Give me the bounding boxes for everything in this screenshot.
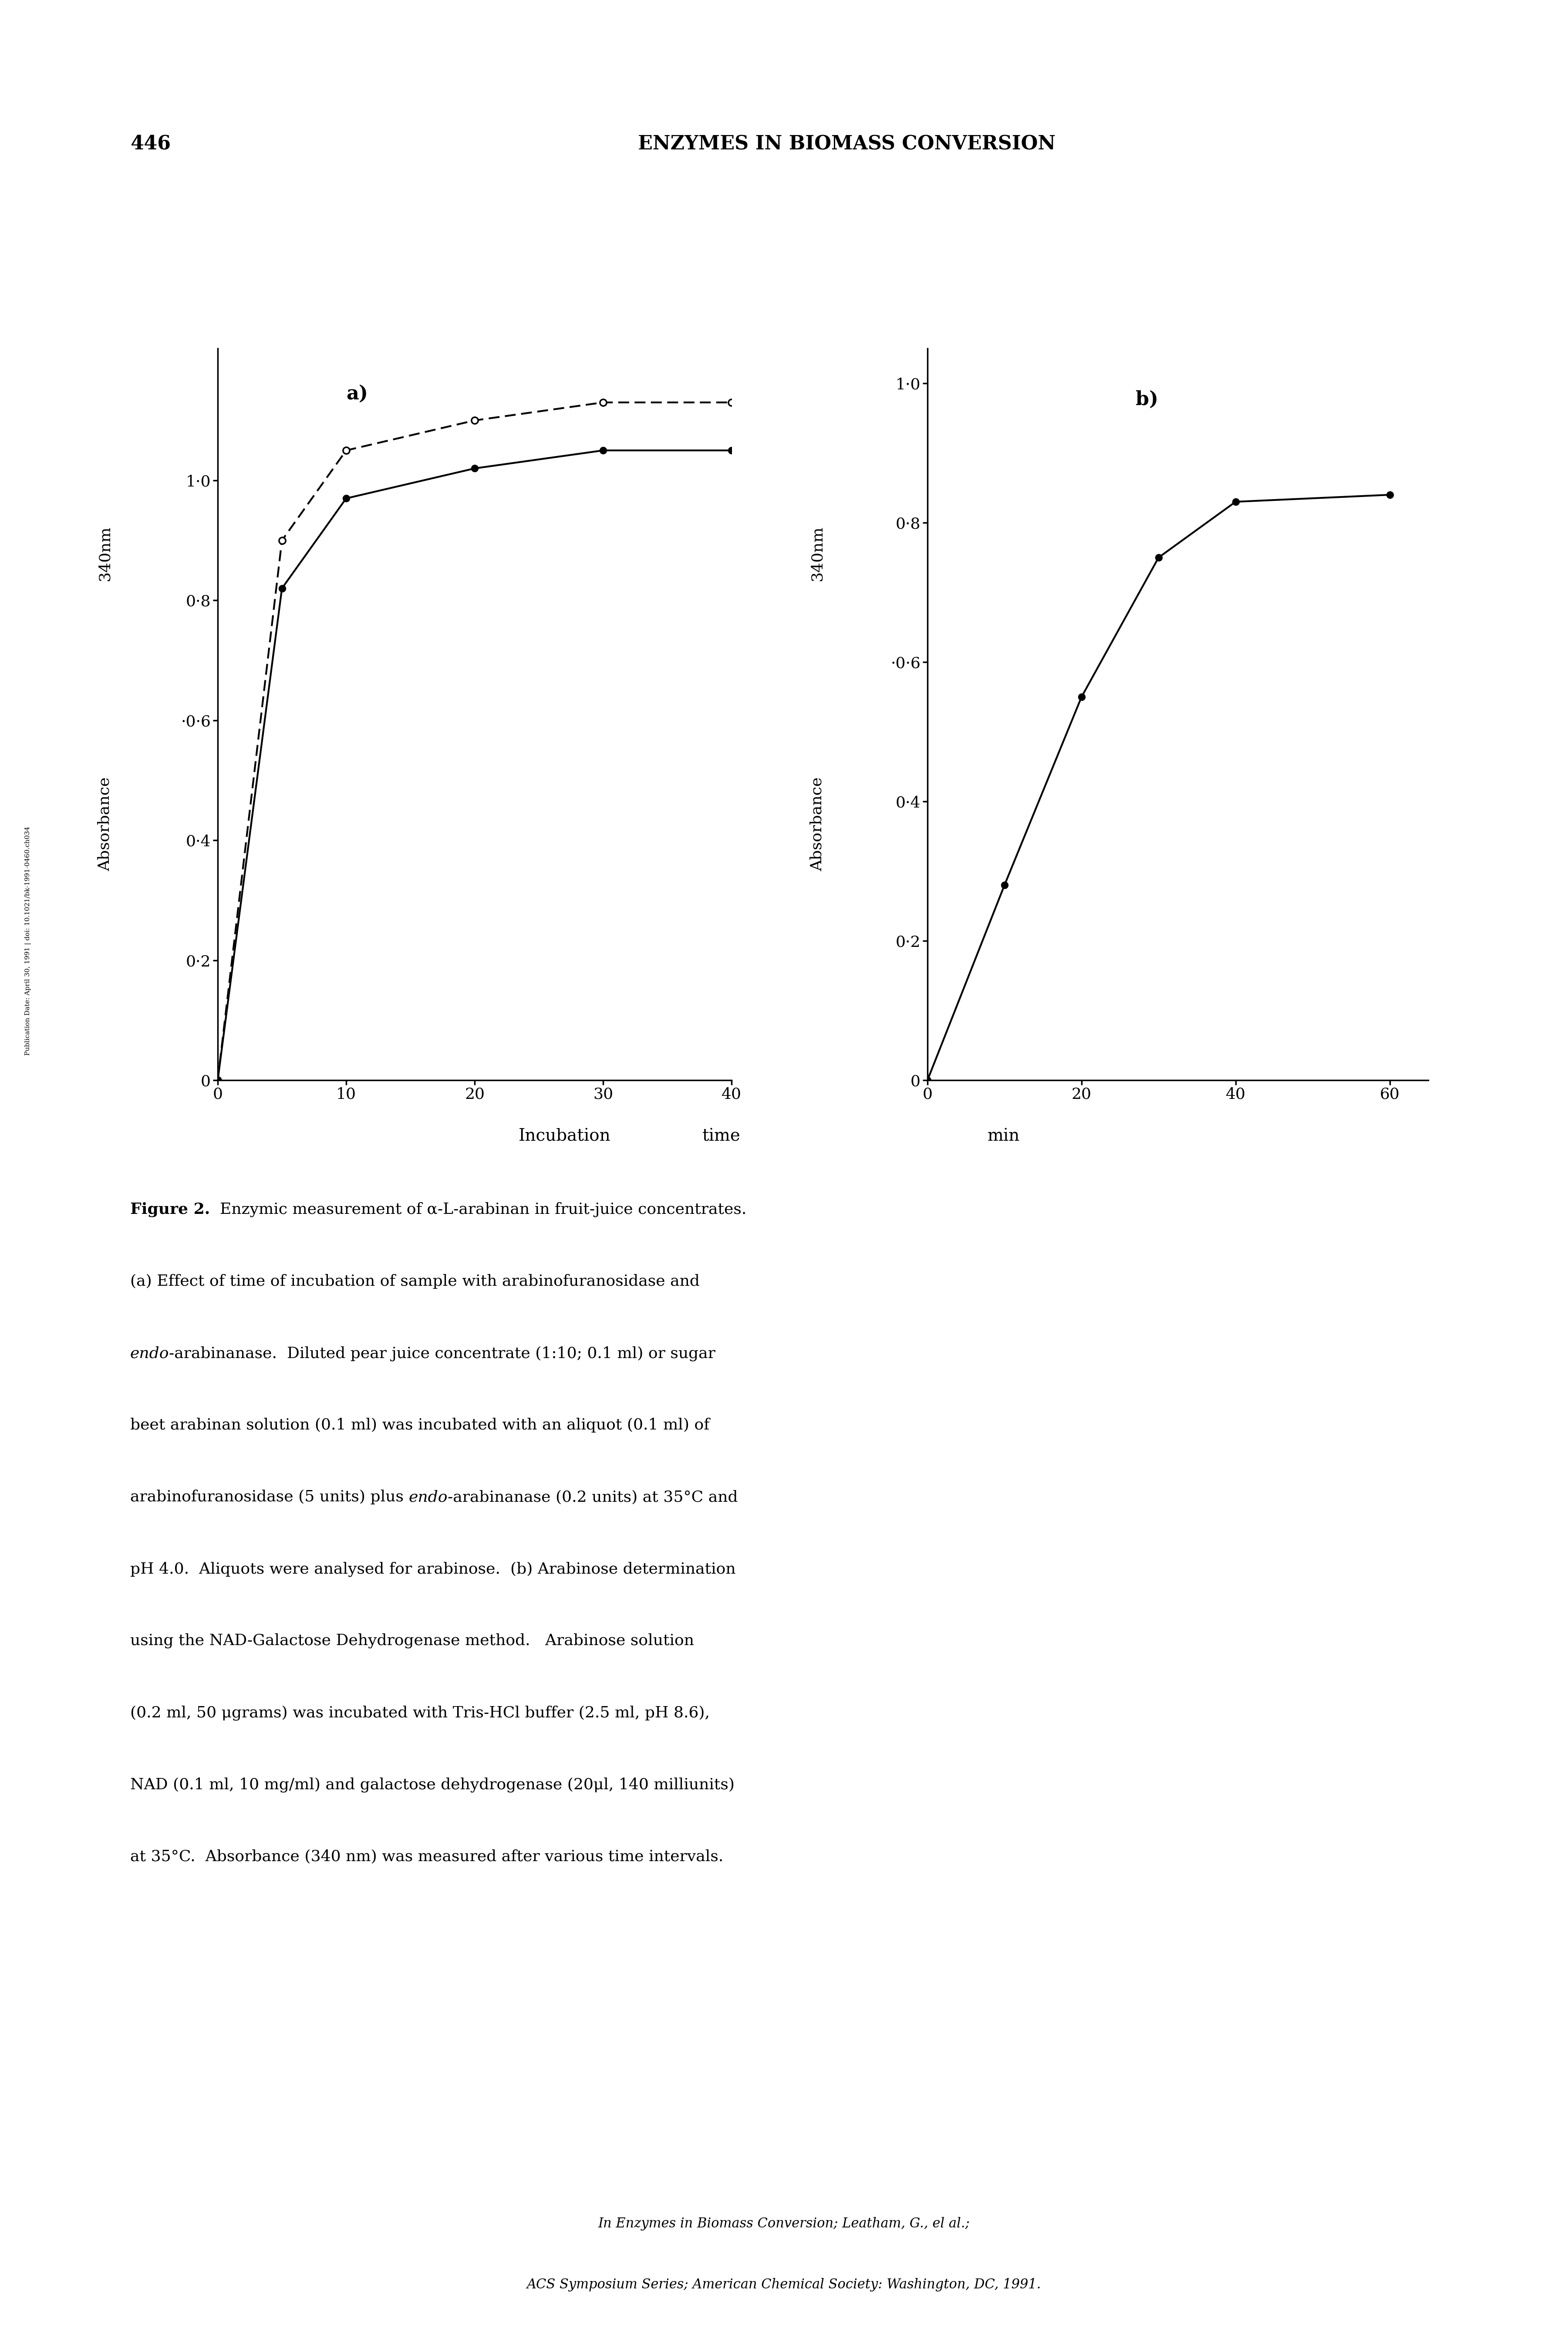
Text: endo: endo [409, 1489, 447, 1505]
Text: (0.2 ml, 50 μgrams) was incubated with Tris-HCl buffer (2.5 ml, pH 8.6),: (0.2 ml, 50 μgrams) was incubated with T… [130, 1705, 710, 1719]
Text: (a) Effect of time of incubation of sample with arabinofuranosidase and: (a) Effect of time of incubation of samp… [130, 1275, 699, 1289]
Text: 340nm: 340nm [811, 527, 825, 581]
Text: -arabinanase.  Diluted pear juice concentrate (1:10; 0.1 ml) or sugar: -arabinanase. Diluted pear juice concent… [169, 1345, 715, 1362]
Text: 340nm: 340nm [97, 527, 111, 581]
Text: 446: 446 [130, 134, 171, 153]
Text: In Enzymes in Biomass Conversion; Leatham, G., el al.;: In Enzymes in Biomass Conversion; Leatha… [597, 2218, 971, 2230]
Text: Absorbance: Absorbance [811, 776, 825, 870]
Text: pH 4.0.  Aliquots were analysed for arabinose.  (b) Arabinose determination: pH 4.0. Aliquots were analysed for arabi… [130, 1562, 735, 1576]
Text: at 35°C.  Absorbance (340 nm) was measured after various time intervals.: at 35°C. Absorbance (340 nm) was measure… [130, 1849, 723, 1863]
Text: ACS Symposium Series; American Chemical Society: Washington, DC, 1991.: ACS Symposium Series; American Chemical … [527, 2279, 1041, 2291]
Text: using the NAD-Galactose Dehydrogenase method.   Arabinose solution: using the NAD-Galactose Dehydrogenase me… [130, 1632, 695, 1649]
Text: Figure 2.: Figure 2. [130, 1202, 210, 1218]
Text: min: min [988, 1129, 1019, 1143]
Text: time: time [702, 1129, 740, 1143]
Text: -arabinanase (0.2 units) at 35°C and: -arabinanase (0.2 units) at 35°C and [447, 1489, 739, 1505]
Text: Publication Date: April 30, 1991 | doi: 10.1021/bk-1991-0460.ch034: Publication Date: April 30, 1991 | doi: … [25, 826, 31, 1056]
Text: Enzymic measurement of α-L-arabinan in fruit-juice concentrates.: Enzymic measurement of α-L-arabinan in f… [210, 1202, 746, 1218]
Text: b): b) [1135, 390, 1159, 409]
Text: a): a) [347, 383, 368, 402]
Text: arabinofuranosidase (5 units) plus: arabinofuranosidase (5 units) plus [130, 1489, 409, 1505]
Text: beet arabinan solution (0.1 ml) was incubated with an aliquot (0.1 ml) of: beet arabinan solution (0.1 ml) was incu… [130, 1418, 710, 1432]
Text: Incubation: Incubation [519, 1129, 610, 1143]
Text: NAD (0.1 ml, 10 mg/ml) and galactose dehydrogenase (20μl, 140 milliunits): NAD (0.1 ml, 10 mg/ml) and galactose deh… [130, 1778, 734, 1792]
Text: Absorbance: Absorbance [97, 776, 111, 870]
Text: ENZYMES IN BIOMASS CONVERSION: ENZYMES IN BIOMASS CONVERSION [638, 134, 1055, 153]
Text: endo: endo [130, 1345, 169, 1362]
